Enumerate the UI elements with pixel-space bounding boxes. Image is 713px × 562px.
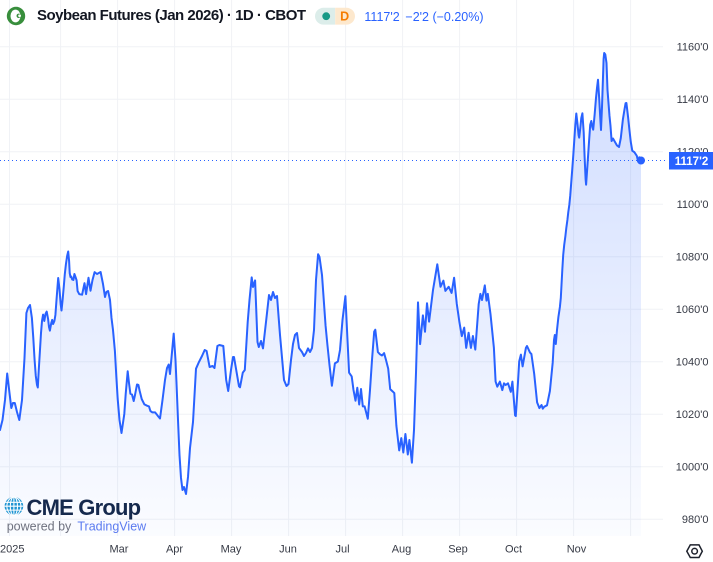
svg-text:CME Group: CME Group: [27, 495, 141, 520]
svg-text:−2'2 (−0.20%): −2'2 (−0.20%): [405, 10, 483, 24]
svg-text:980'0: 980'0: [682, 514, 709, 526]
svg-text:2025: 2025: [0, 544, 24, 556]
svg-text:Jun: Jun: [279, 544, 297, 556]
svg-text:Mar: Mar: [110, 544, 129, 556]
svg-text:Aug: Aug: [392, 544, 412, 556]
svg-text:1080'0: 1080'0: [676, 252, 709, 264]
svg-text:1117'2: 1117'2: [675, 156, 708, 168]
svg-text:1117'2: 1117'2: [364, 10, 399, 24]
svg-text:Nov: Nov: [567, 544, 587, 556]
svg-text:1000'0: 1000'0: [676, 462, 709, 474]
svg-text:1020'0: 1020'0: [676, 409, 709, 421]
svg-text:1040'0: 1040'0: [676, 357, 709, 369]
svg-text:1100'0: 1100'0: [677, 199, 709, 211]
svg-text:Oct: Oct: [505, 544, 522, 556]
svg-text:D: D: [340, 10, 349, 24]
svg-text:Jul: Jul: [335, 544, 349, 556]
svg-text:TradingView: TradingView: [77, 520, 147, 534]
svg-text:May: May: [221, 544, 242, 556]
svg-text:Apr: Apr: [166, 544, 183, 556]
svg-text:1140'0: 1140'0: [677, 94, 709, 106]
svg-text:powered by: powered by: [7, 520, 72, 534]
svg-text:Sep: Sep: [448, 544, 468, 556]
svg-text:Soybean Futures (Jan 2026) · 1: Soybean Futures (Jan 2026) · 1D · CBOT: [37, 7, 306, 24]
svg-text:1160'0: 1160'0: [677, 42, 709, 54]
svg-text:1060'0: 1060'0: [676, 304, 709, 316]
